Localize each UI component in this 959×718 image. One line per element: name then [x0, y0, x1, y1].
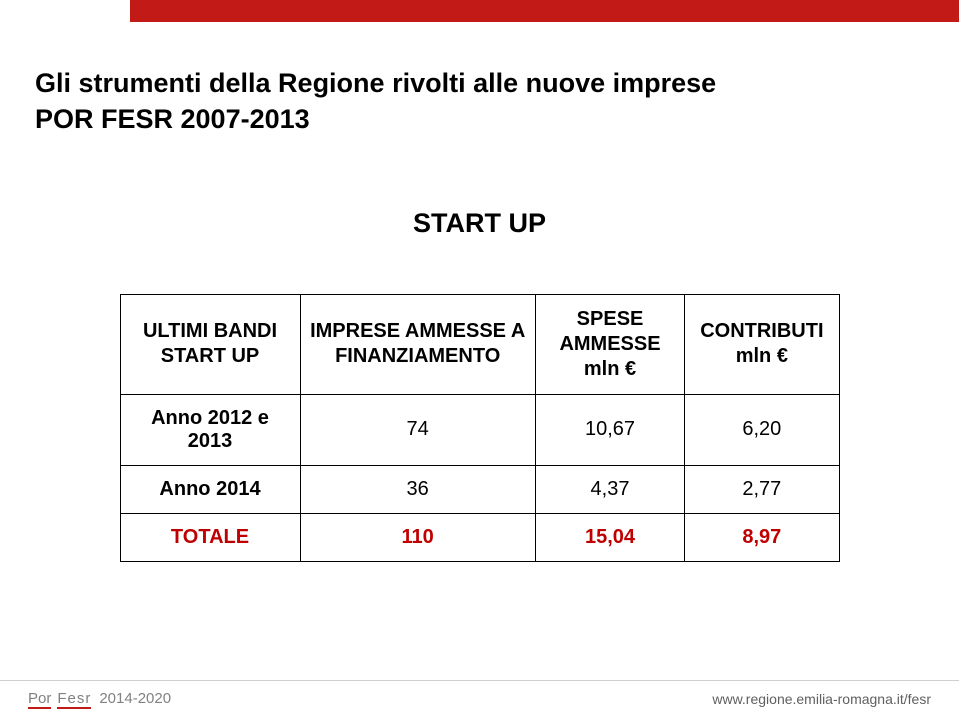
slide-subtitle: START UP	[35, 208, 924, 239]
row-1-label: Anno 2014	[120, 465, 300, 513]
total-val-1: 15,04	[535, 513, 684, 561]
slide: Gli strumenti della Regione rivolti alle…	[0, 0, 959, 718]
startup-table: ULTIMI BANDI START UP IMPRESE AMMESSE A …	[120, 294, 840, 562]
footer-left: Por Fesr 2014-2020	[28, 690, 171, 707]
slide-title: Gli strumenti della Regione rivolti alle…	[35, 65, 924, 138]
table-wrap: ULTIMI BANDI START UP IMPRESE AMMESSE A …	[35, 294, 924, 562]
row-0-val-2: 6,20	[685, 394, 839, 465]
top-red-band	[130, 0, 959, 22]
col-header-0: ULTIMI BANDI START UP	[120, 294, 300, 394]
col-header-3: CONTRIBUTI mln €	[685, 294, 839, 394]
footer-url: www.regione.emilia-romagna.it/fesr	[712, 691, 931, 707]
title-line-1: Gli strumenti della Regione rivolti alle…	[35, 68, 716, 98]
footer: Por Fesr 2014-2020 www.regione.emilia-ro…	[0, 680, 959, 710]
col-header-1: IMPRESE AMMESSE A FINANZIAMENTO	[300, 294, 535, 394]
table-row-total: TOTALE 110 15,04 8,97	[120, 513, 839, 561]
row-0-val-1: 10,67	[535, 394, 684, 465]
table-header-row: ULTIMI BANDI START UP IMPRESE AMMESSE A …	[120, 294, 839, 394]
row-0-val-0: 74	[300, 394, 535, 465]
title-line-2: POR FESR 2007-2013	[35, 104, 310, 134]
row-1-val-1: 4,37	[535, 465, 684, 513]
row-0-label: Anno 2012 e 2013	[120, 394, 300, 465]
total-label: TOTALE	[120, 513, 300, 561]
footer-program-2: Fesr	[57, 690, 91, 707]
table-row: Anno 2012 e 2013 74 10,67 6,20	[120, 394, 839, 465]
col-header-2: SPESE AMMESSE mln €	[535, 294, 684, 394]
total-val-2: 8,97	[685, 513, 839, 561]
row-1-val-2: 2,77	[685, 465, 839, 513]
footer-program-1: Por	[28, 690, 51, 707]
footer-years: 2014-2020	[99, 690, 171, 707]
table-row: Anno 2014 36 4,37 2,77	[120, 465, 839, 513]
total-val-0: 110	[300, 513, 535, 561]
content-area: Gli strumenti della Regione rivolti alle…	[35, 65, 924, 562]
row-1-val-0: 36	[300, 465, 535, 513]
